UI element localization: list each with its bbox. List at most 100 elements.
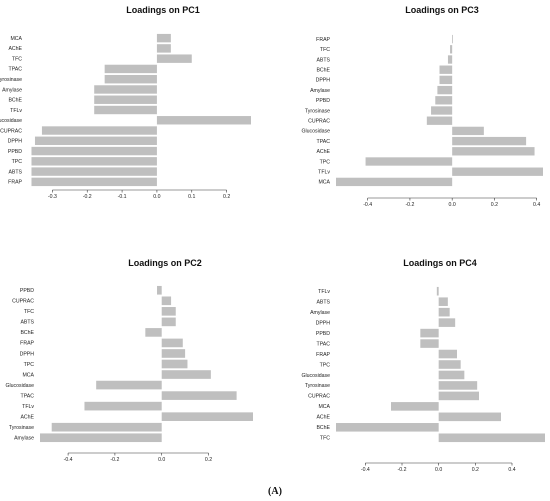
panel-pc3: Loadings on PC3 FRAP TFC ABTS BChE DPPH Amyla… xyxy=(301,5,543,208)
category-label: CUPRAC xyxy=(308,119,330,125)
loading-bar xyxy=(452,126,484,136)
category-label: FRAP xyxy=(316,37,330,43)
category-label: AChE xyxy=(20,414,34,420)
panel-title: Loadings on PC3 xyxy=(405,5,479,15)
category-label: TFC xyxy=(320,436,330,442)
loading-bar xyxy=(365,157,453,166)
loading-bar xyxy=(156,44,171,53)
category-label: Tyrosinase xyxy=(0,77,22,83)
category-label: MCA xyxy=(318,404,330,410)
loading-bar xyxy=(161,391,237,400)
category-label: CUPRAC xyxy=(308,394,330,400)
x-tick-label: -0.1 xyxy=(118,194,127,200)
category-label: TFC xyxy=(24,309,34,315)
loading-bar xyxy=(438,381,478,390)
category-label: DPPH xyxy=(316,320,331,326)
x-tick-label: -0.4 xyxy=(363,202,372,208)
category-label: PPBD xyxy=(20,288,34,294)
loading-bar xyxy=(426,116,453,125)
loading-bar xyxy=(452,136,527,146)
loading-bar xyxy=(452,34,453,44)
loading-bar xyxy=(438,360,461,369)
category-label: PPBD xyxy=(8,149,22,155)
x-tick-label: 0.0 xyxy=(449,202,456,208)
loading-bar xyxy=(145,328,162,337)
panel-title: Loadings on PC4 xyxy=(403,258,477,268)
x-tick-label: -0.2 xyxy=(398,467,407,473)
loading-bar xyxy=(438,318,456,327)
x-tick-label: 0.2 xyxy=(223,194,230,200)
loading-bar xyxy=(420,339,439,348)
loading-bar xyxy=(161,317,176,327)
category-label: FRAP xyxy=(20,341,34,347)
category-label: TFC xyxy=(12,56,22,62)
category-label: TPAC xyxy=(317,139,331,145)
loading-bar xyxy=(161,359,188,369)
loading-bar xyxy=(435,96,453,105)
category-label: ABTS xyxy=(20,320,34,326)
loading-bar xyxy=(336,423,439,432)
x-tick-label: -0.3 xyxy=(48,194,57,200)
loading-bar xyxy=(31,157,157,166)
category-label: Amylase xyxy=(14,436,34,442)
x-tick-label: -0.4 xyxy=(361,467,370,473)
panel-pc2: Loadings on PC2 PPBD CUPRAC TFC ABTS BChE FRA… xyxy=(5,258,253,463)
category-label: MCA xyxy=(22,372,34,378)
category-label: FRAP xyxy=(8,180,22,186)
category-label: CUPRAC xyxy=(0,128,22,134)
category-label: Glucosidase xyxy=(5,383,34,389)
category-label: ABTS xyxy=(316,300,330,306)
x-tick-label: 0.1 xyxy=(188,194,195,200)
loading-bar xyxy=(161,296,172,306)
x-tick-label: 0.2 xyxy=(472,467,479,473)
loading-bar xyxy=(161,307,176,316)
category-label: Glucosidase xyxy=(301,373,330,379)
x-tick-label: 0.4 xyxy=(533,202,540,208)
category-label: FRAP xyxy=(316,352,330,358)
category-label: TFC xyxy=(320,47,330,53)
panel-pc1: Loadings on PC1 MCA AChE TFC TPAC Tyrosinase… xyxy=(0,5,251,200)
loading-bar xyxy=(438,391,479,401)
loading-bar xyxy=(104,64,157,74)
loading-bar xyxy=(161,370,211,379)
category-label: TPC xyxy=(12,159,23,165)
loading-bar xyxy=(436,286,439,296)
loading-bar xyxy=(34,136,157,146)
category-label: BChE xyxy=(316,68,330,74)
category-label: Tyrosinase xyxy=(305,108,330,114)
loading-bar xyxy=(452,147,535,156)
x-tick-label: 0.0 xyxy=(435,467,442,473)
x-tick-label: -0.2 xyxy=(110,457,119,463)
category-label: DPPH xyxy=(316,78,331,84)
panel-title: Loadings on PC2 xyxy=(128,258,202,268)
category-label: TFLv xyxy=(10,108,22,114)
category-label: TFLv xyxy=(22,404,34,410)
loading-bar xyxy=(96,380,162,390)
x-tick-label: 0.0 xyxy=(153,194,160,200)
category-label: CUPRAC xyxy=(12,299,34,305)
category-label: AChE xyxy=(8,46,22,52)
loading-bar xyxy=(156,116,251,125)
category-label: ABTS xyxy=(8,169,22,175)
category-label: Glucosidase xyxy=(0,118,22,124)
loading-bar xyxy=(94,105,157,115)
category-label: TPC xyxy=(320,362,331,368)
loading-bar xyxy=(447,55,453,64)
loading-bar xyxy=(439,65,453,74)
loading-bar xyxy=(420,328,439,338)
loading-bar xyxy=(84,401,162,411)
loading-bar xyxy=(431,106,453,115)
figure-label: (A) xyxy=(268,486,282,497)
category-label: TFLv xyxy=(318,170,330,176)
x-tick-label: 0.0 xyxy=(158,457,165,463)
loading-bar xyxy=(161,412,253,421)
loading-bar xyxy=(438,349,457,359)
x-tick-label: 0.2 xyxy=(491,202,498,208)
category-label: AChE xyxy=(316,415,330,421)
category-label: TPC xyxy=(24,362,35,368)
loading-bar xyxy=(94,95,157,104)
category-label: PPBD xyxy=(316,331,330,337)
loading-bar xyxy=(51,422,162,432)
loading-bar xyxy=(439,75,453,85)
x-tick-label: -0.4 xyxy=(64,457,73,463)
